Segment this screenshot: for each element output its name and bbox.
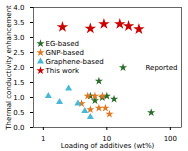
svg-text:0.0: 0.0 [13, 124, 24, 132]
svg-text:Graphene-based: Graphene-based [46, 58, 104, 66]
svg-text:4.0: 4.0 [13, 4, 24, 12]
svg-text:2.5: 2.5 [13, 49, 24, 57]
svg-text:100: 100 [164, 135, 177, 143]
svg-text:EG-based: EG-based [46, 40, 80, 48]
svg-text:10: 10 [102, 135, 112, 144]
svg-text:0.5: 0.5 [13, 109, 24, 117]
svg-text:Thermal conductivity enhanceme: Thermal conductivity enhancement [5, 5, 13, 131]
svg-text:GNP-based: GNP-based [46, 49, 84, 57]
svg-text:3.5: 3.5 [13, 19, 24, 27]
svg-text:Loading of additives (wt%): Loading of additives (wt%) [61, 142, 155, 150]
svg-text:1: 1 [41, 135, 45, 143]
svg-text:1.0: 1.0 [13, 94, 24, 102]
svg-text:3.0: 3.0 [13, 34, 24, 42]
svg-text:1.5: 1.5 [13, 79, 24, 87]
svg-text:2.0: 2.0 [13, 64, 24, 72]
svg-text:This work: This work [45, 67, 80, 75]
svg-text:Reported: Reported [146, 64, 178, 72]
